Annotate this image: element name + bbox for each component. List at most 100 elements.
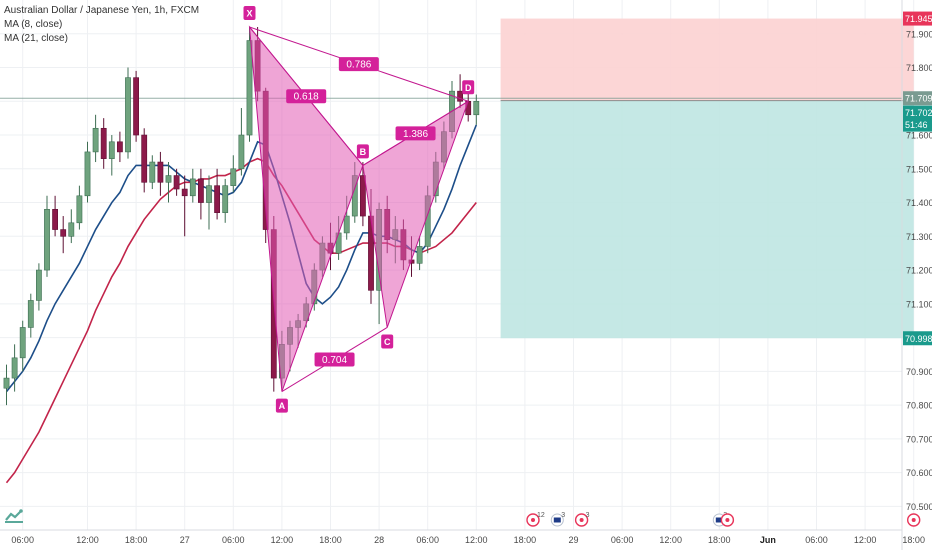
stop-loss-zone[interactable] (500, 18, 914, 101)
candle-body (68, 222, 75, 237)
event-marker[interactable] (907, 513, 921, 527)
candle[interactable] (246, 27, 253, 142)
candle[interactable] (359, 162, 366, 227)
economic-event-dot (531, 518, 535, 522)
position-tool (0, 18, 914, 339)
point-label-X: X (246, 9, 252, 19)
ratio-label-bg (314, 352, 355, 367)
candle[interactable] (100, 118, 107, 169)
candle[interactable] (238, 108, 245, 176)
candle-body (117, 141, 123, 153)
harmonic-pattern: 0.786 0.618 1.386 0.704 X A B C D (243, 6, 475, 413)
candle-body (84, 151, 91, 197)
time-tick-label: 18:00 (514, 535, 537, 545)
candle[interactable] (76, 185, 83, 230)
candle-body (343, 215, 350, 234)
price-tick-label: 71.900 (906, 29, 932, 39)
candle[interactable] (230, 155, 237, 193)
candle-body (149, 161, 156, 183)
candle-body (125, 77, 131, 153)
ma-slow-label[interactable]: MA (21, close) (4, 33, 68, 44)
candle-body (246, 40, 253, 136)
candle[interactable] (165, 162, 172, 203)
point-label-bg (356, 144, 369, 159)
candle-body (473, 100, 480, 116)
candle[interactable] (133, 70, 139, 142)
candle[interactable] (473, 94, 480, 125)
price-badge-text: 71.709 (905, 94, 932, 104)
candle-body (60, 229, 67, 237)
price-tick-label: 71.300 (906, 232, 932, 242)
candle[interactable] (108, 135, 115, 176)
candle-body (238, 134, 245, 170)
candle[interactable] (416, 236, 423, 271)
time-tick-label: 29 (568, 535, 578, 545)
price-tick-label: 70.700 (906, 434, 932, 444)
candle-body (222, 185, 229, 213)
candle[interactable] (189, 168, 196, 203)
candle-body (141, 134, 148, 183)
candle[interactable] (206, 175, 212, 230)
point-label-C: C (384, 337, 391, 347)
candle[interactable] (173, 168, 180, 196)
candle-body (92, 127, 99, 153)
pattern-triangle-xab[interactable] (248, 25, 364, 392)
candle[interactable] (457, 74, 463, 109)
event-count: 3 (561, 512, 565, 519)
grid-layer (0, 0, 915, 530)
tradingview-logo-icon[interactable] (4, 508, 24, 524)
candle[interactable] (11, 344, 18, 392)
candle-body (214, 185, 220, 213)
time-tick-label: Jun (760, 535, 776, 545)
event-marker[interactable]: 3 (550, 512, 565, 527)
candle[interactable] (44, 195, 50, 277)
ratio-label-bg (395, 126, 436, 141)
candle[interactable] (141, 128, 148, 193)
flag-icon-body (553, 517, 561, 523)
candle[interactable] (157, 151, 164, 196)
price-tick-label: 70.800 (906, 401, 932, 411)
candle[interactable] (84, 141, 91, 203)
point-label-bg (275, 398, 288, 413)
price-tick-label: 70.600 (906, 468, 932, 478)
candle-body (76, 195, 83, 224)
event-marker[interactable] (720, 513, 735, 527)
candle-body (27, 300, 34, 328)
candle[interactable] (60, 216, 67, 254)
price-tick-label: 71.200 (906, 266, 932, 276)
candle[interactable] (3, 364, 10, 406)
candle[interactable] (52, 195, 58, 237)
candle[interactable] (92, 114, 99, 163)
event-marker[interactable]: 3 (574, 512, 590, 527)
price-badge: 71.945 (903, 11, 932, 26)
candle[interactable] (19, 320, 26, 372)
event-marker[interactable]: 12 (526, 512, 545, 527)
candle[interactable] (214, 168, 220, 220)
time-tick-label: 06:00 (416, 535, 439, 545)
candle[interactable] (117, 131, 123, 163)
candle[interactable] (27, 293, 34, 338)
candle-body (230, 168, 237, 186)
candle-body (359, 175, 366, 217)
candle[interactable] (222, 178, 229, 223)
take-profit-zone[interactable] (500, 100, 914, 339)
candle[interactable] (35, 263, 42, 311)
candle[interactable] (198, 168, 204, 220)
candle[interactable] (181, 175, 188, 237)
candle[interactable] (125, 67, 131, 159)
ratio-label-0.786: 0.786 (346, 60, 371, 71)
price-tick-label: 71.500 (906, 164, 932, 174)
point-label-B: B (360, 147, 367, 157)
ma-fast-label[interactable]: MA (8, close) (4, 19, 63, 30)
price-badge: 70.998 (903, 331, 932, 346)
candle[interactable] (68, 209, 75, 244)
ratio-label-1.386: 1.386 (403, 129, 428, 140)
candle-body (52, 208, 58, 230)
candle[interactable] (149, 155, 156, 190)
event-count: 12 (537, 512, 545, 519)
economic-event-dot (579, 518, 584, 522)
candle-body (11, 357, 18, 379)
